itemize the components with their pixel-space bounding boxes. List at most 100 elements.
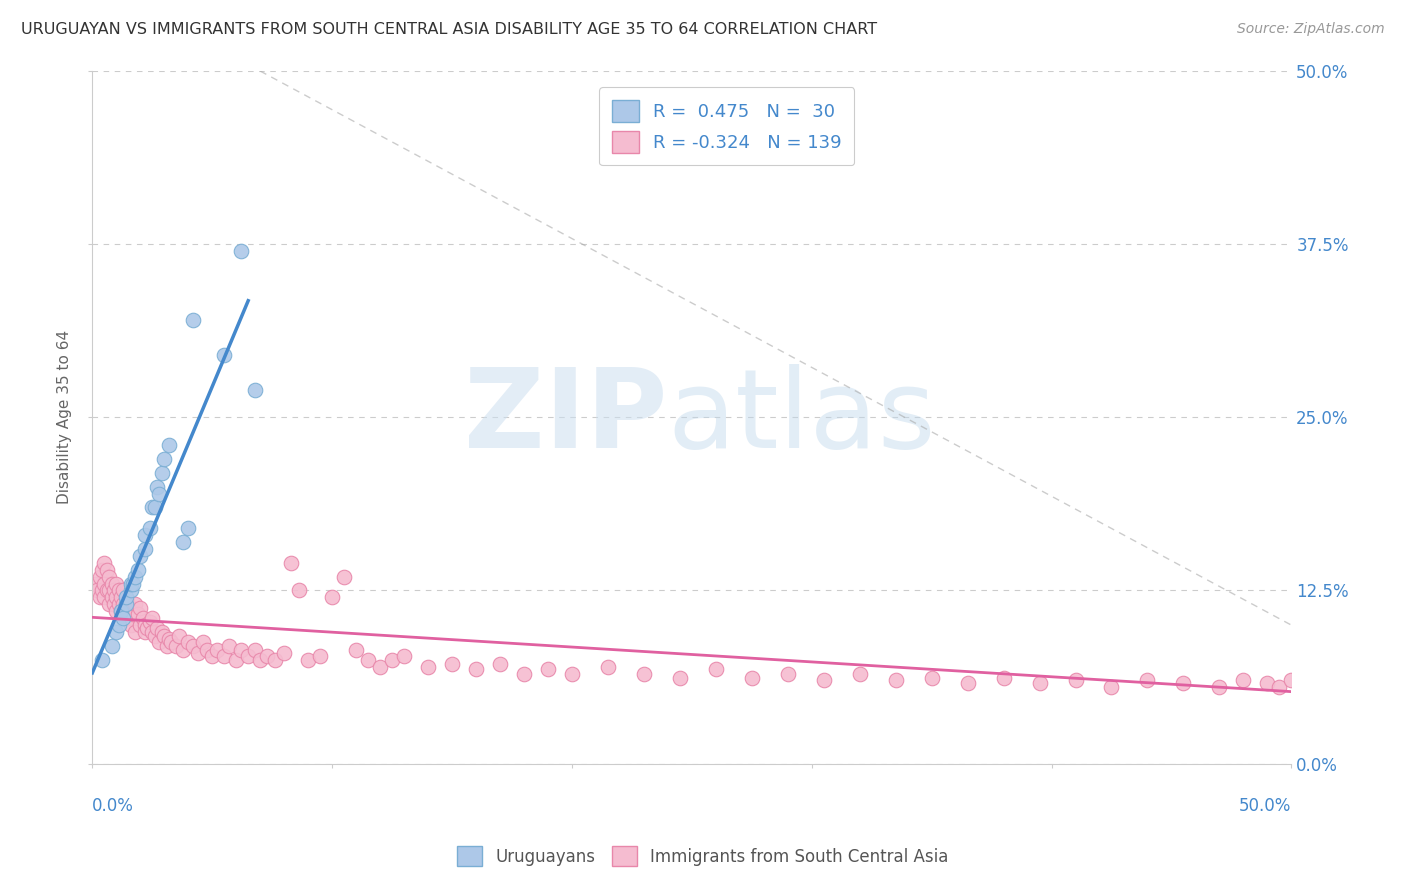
Point — [181, 313, 204, 327]
Point — [124, 597, 146, 611]
Text: URUGUAYAN VS IMMIGRANTS FROM SOUTH CENTRAL ASIA DISABILITY AGE 35 TO 64 CORRELAT: URUGUAYAN VS IMMIGRANTS FROM SOUTH CENTR… — [21, 22, 877, 37]
Point — [103, 597, 125, 611]
Point — [1292, 676, 1315, 690]
Point — [229, 643, 252, 657]
Point — [1101, 681, 1123, 695]
Point — [148, 486, 170, 500]
Point — [107, 597, 129, 611]
Point — [115, 597, 138, 611]
Point — [153, 629, 176, 643]
Point — [129, 601, 152, 615]
Point — [201, 648, 224, 663]
Point — [112, 597, 135, 611]
Point — [122, 607, 145, 621]
Point — [93, 556, 115, 570]
Point — [117, 597, 139, 611]
Point — [129, 549, 152, 563]
Point — [110, 604, 132, 618]
Point — [146, 621, 169, 635]
Point — [884, 673, 907, 688]
Text: atlas: atlas — [668, 364, 936, 471]
Point — [776, 666, 799, 681]
Point — [172, 535, 194, 549]
Point — [309, 648, 332, 663]
Point — [112, 611, 135, 625]
Point — [90, 563, 112, 577]
Point — [93, 576, 115, 591]
Point — [513, 666, 536, 681]
Point — [105, 591, 128, 605]
Point — [122, 576, 145, 591]
Point — [357, 653, 380, 667]
Point — [148, 634, 170, 648]
Point — [392, 648, 415, 663]
Point — [465, 662, 488, 676]
Point — [150, 625, 173, 640]
Point — [416, 659, 439, 673]
Point — [333, 569, 356, 583]
Legend: Uruguayans, Immigrants from South Central Asia: Uruguayans, Immigrants from South Centra… — [449, 838, 957, 875]
Point — [89, 591, 111, 605]
Point — [993, 671, 1015, 685]
Point — [537, 662, 560, 676]
Point — [489, 657, 512, 671]
Point — [245, 383, 267, 397]
Point — [321, 591, 343, 605]
Point — [90, 653, 112, 667]
Point — [1353, 684, 1375, 698]
Point — [1232, 673, 1254, 688]
Point — [440, 657, 463, 671]
Point — [134, 541, 156, 556]
Point — [143, 629, 166, 643]
Point — [90, 583, 112, 598]
Point — [120, 583, 142, 598]
Point — [134, 528, 156, 542]
Point — [139, 615, 162, 630]
Point — [245, 643, 267, 657]
Point — [96, 563, 118, 577]
Point — [157, 438, 180, 452]
Point — [134, 618, 156, 632]
Point — [167, 629, 190, 643]
Point — [141, 611, 163, 625]
Point — [98, 597, 121, 611]
Point — [100, 576, 122, 591]
Point — [129, 618, 152, 632]
Point — [1208, 681, 1230, 695]
Point — [212, 348, 235, 362]
Point — [110, 604, 132, 618]
Point — [1305, 681, 1327, 695]
Point — [127, 607, 149, 621]
Point — [297, 653, 319, 667]
Point — [381, 653, 404, 667]
Point — [141, 625, 163, 640]
Point — [107, 583, 129, 598]
Point — [1316, 684, 1339, 698]
Point — [150, 466, 173, 480]
Point — [741, 671, 763, 685]
Point — [115, 611, 138, 625]
Point — [921, 671, 943, 685]
Point — [177, 521, 200, 535]
Point — [143, 500, 166, 515]
Point — [124, 569, 146, 583]
Point — [263, 653, 285, 667]
Point — [368, 659, 391, 673]
Point — [1136, 673, 1159, 688]
Point — [280, 556, 302, 570]
Point — [136, 621, 159, 635]
Point — [1256, 676, 1278, 690]
Point — [218, 639, 240, 653]
Point — [187, 646, 209, 660]
Point — [561, 666, 583, 681]
Text: Source: ZipAtlas.com: Source: ZipAtlas.com — [1237, 22, 1385, 37]
Point — [191, 634, 214, 648]
Point — [181, 639, 204, 653]
Point — [157, 632, 180, 646]
Point — [1340, 681, 1362, 695]
Point — [96, 583, 118, 598]
Point — [256, 648, 278, 663]
Point — [165, 639, 187, 653]
Point — [704, 662, 727, 676]
Point — [160, 634, 183, 648]
